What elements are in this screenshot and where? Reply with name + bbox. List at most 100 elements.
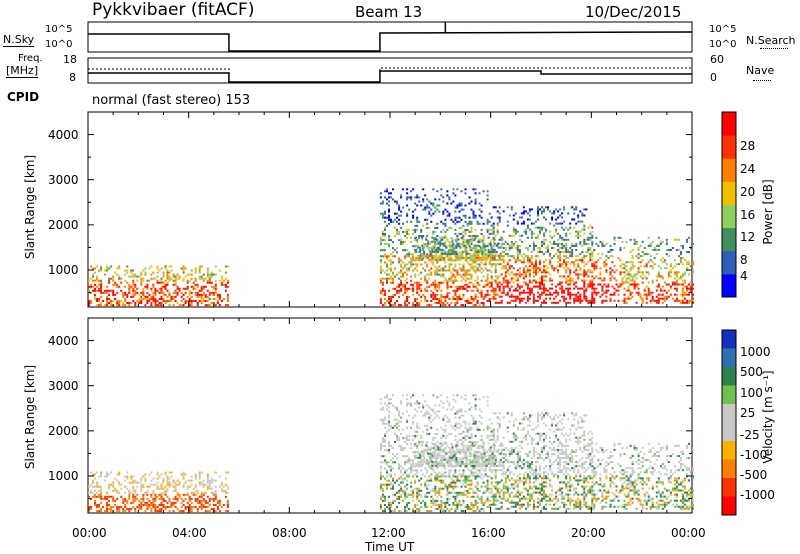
power-cell [432, 298, 435, 300]
power-cell [465, 248, 468, 251]
power-cell [561, 281, 564, 284]
velocity-cell [386, 408, 388, 411]
power-cell [200, 277, 203, 280]
x-tick-label: 04:00 [172, 526, 207, 540]
power-cell [496, 263, 499, 266]
velocity-cell [162, 506, 165, 508]
power-cell [468, 273, 471, 276]
velocity-cell [444, 510, 447, 513]
power-cell [535, 263, 537, 266]
power-cell [661, 257, 664, 260]
power-cell [384, 212, 386, 215]
power-cell [410, 261, 413, 264]
power-cell [667, 275, 670, 278]
power-cell [553, 240, 556, 243]
velocity-cell [170, 501, 173, 504]
power-cell [128, 291, 131, 294]
velocity-cell [388, 443, 390, 445]
velocity-cell [474, 491, 477, 494]
velocity-cell [122, 499, 125, 502]
velocity-cell [468, 441, 471, 443]
velocity-cell [486, 396, 489, 399]
velocity-cell [410, 481, 413, 484]
power-cell [518, 285, 521, 288]
power-cell [508, 247, 511, 249]
power-cell [673, 277, 676, 280]
power-cell [573, 208, 576, 211]
power-cell [577, 236, 580, 239]
power-cell [549, 293, 552, 296]
power-cell [418, 287, 421, 290]
velocity-cell [90, 491, 92, 494]
velocity-cell [168, 510, 171, 513]
velocity-cell [404, 510, 407, 513]
velocity-cell [206, 487, 209, 490]
power-cell [224, 304, 227, 307]
velocity-cell [476, 493, 479, 496]
power-cell [469, 252, 472, 255]
velocity-cell [404, 471, 407, 474]
power-cbar-tick: 28 [740, 139, 756, 153]
power-cell [150, 304, 153, 307]
power-cell [451, 250, 454, 253]
power-cell [473, 254, 476, 257]
power-cell [418, 281, 421, 284]
power-cell [394, 304, 396, 307]
power-cell [470, 249, 473, 252]
power-cell [526, 295, 529, 298]
velocity-cell [194, 499, 197, 502]
power-cell [474, 237, 477, 239]
power-cell [629, 269, 632, 272]
power-cell [468, 216, 471, 219]
power-cell [408, 233, 411, 235]
power-cell [442, 273, 445, 276]
power-cell [448, 291, 451, 294]
power-cell [512, 295, 515, 298]
power-cell [589, 299, 592, 302]
power-cell [472, 269, 475, 272]
power-cell [206, 267, 209, 270]
power-cell [692, 299, 694, 302]
velocity-cell [88, 485, 90, 488]
power-cell [573, 218, 576, 221]
velocity-cell [482, 441, 485, 443]
velocity-cell [384, 434, 386, 437]
velocity-cell [390, 501, 392, 504]
velocity-cell [394, 406, 396, 409]
velocity-cell [454, 481, 457, 484]
velocity-cell [186, 491, 189, 494]
velocity-cbar-tick: 100 [740, 386, 763, 400]
velocity-cell [100, 497, 103, 500]
power-cell [659, 293, 662, 296]
power-cell [591, 281, 594, 284]
power-cell [623, 265, 626, 268]
velocity-cell [118, 473, 121, 476]
power-cell [498, 257, 501, 260]
velocity-cell [204, 510, 207, 513]
power-cell [118, 277, 121, 280]
power-cell [683, 271, 686, 274]
power-cell [384, 291, 386, 294]
power-cell [524, 301, 527, 304]
power-cell [456, 235, 459, 237]
power-cell [379, 212, 382, 215]
power-cell [441, 252, 444, 255]
power-cell [462, 267, 465, 270]
power-cell [140, 302, 143, 304]
velocity-cell [496, 422, 499, 425]
power-cell [438, 198, 441, 201]
power-cell [379, 255, 382, 258]
power-cell [508, 214, 511, 217]
power-cell [392, 241, 394, 244]
power-cell [384, 226, 386, 229]
velocity-cell [462, 473, 465, 476]
power-cell [412, 245, 415, 248]
power-cell [573, 212, 576, 215]
power-cell [518, 275, 521, 278]
power-cell [480, 267, 483, 270]
power-cell [406, 188, 409, 191]
power-cell [577, 216, 580, 219]
velocity-cell [402, 499, 405, 502]
power-cell [485, 254, 488, 257]
power-cell [96, 289, 99, 292]
